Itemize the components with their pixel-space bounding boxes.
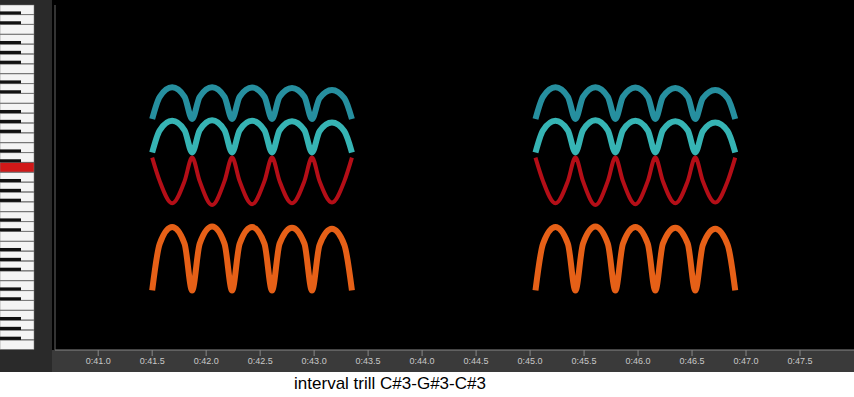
svg-text:0:42.5: 0:42.5 <box>248 356 273 366</box>
svg-text:0:46.0: 0:46.0 <box>626 356 651 366</box>
svg-text:0:45.0: 0:45.0 <box>518 356 543 366</box>
svg-text:0:47.5: 0:47.5 <box>787 356 812 366</box>
svg-text:0:41.5: 0:41.5 <box>140 356 165 366</box>
svg-text:0:41.0: 0:41.0 <box>86 356 111 366</box>
svg-text:0:42.0: 0:42.0 <box>194 356 219 366</box>
svg-text:0:43.0: 0:43.0 <box>302 356 327 366</box>
svg-text:0:44.0: 0:44.0 <box>410 356 435 366</box>
svg-text:0:44.5: 0:44.5 <box>464 356 489 366</box>
svg-text:0:45.5: 0:45.5 <box>572 356 597 366</box>
svg-text:0:43.5: 0:43.5 <box>356 356 381 366</box>
svg-text:0:46.5: 0:46.5 <box>680 356 705 366</box>
svg-text:0:47.0: 0:47.0 <box>734 356 759 366</box>
html-text:interval trill C#3-G#3-C#3: interval trill C#3-G#3-C#3 <box>294 374 486 393</box>
